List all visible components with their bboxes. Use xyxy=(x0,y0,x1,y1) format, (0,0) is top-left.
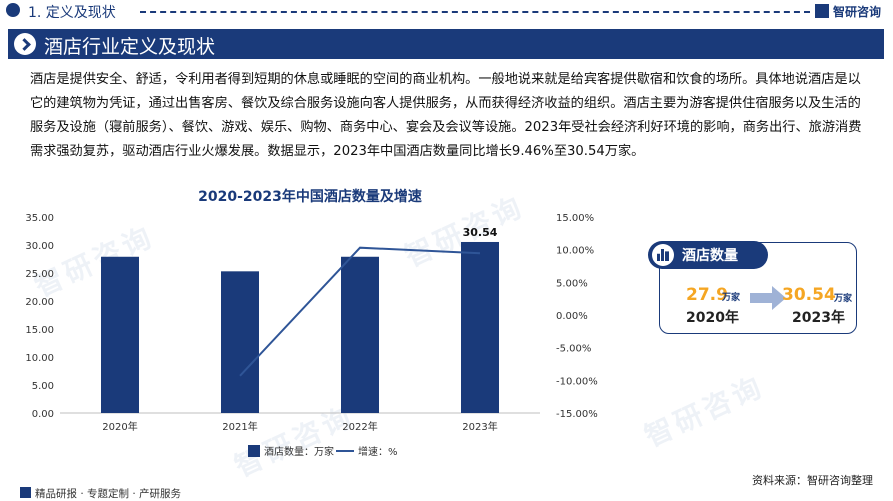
source-note: 资料来源：智研咨询整理 xyxy=(752,474,873,487)
y-right-tick-label: -10.00% xyxy=(556,376,598,387)
old-value: 27.9 xyxy=(686,285,728,305)
x-tick-label: 2021年 xyxy=(222,420,257,433)
section-bullet-icon xyxy=(6,3,20,17)
y-left-tick-label: 5.00 xyxy=(32,381,54,392)
new-value: 30.54 xyxy=(782,285,836,305)
y-left-tick-label: 15.00 xyxy=(25,325,54,336)
new-year: 2023年 xyxy=(792,310,845,326)
y-left-tick-label: 10.00 xyxy=(25,353,54,364)
y-left-tick-label: 0.00 xyxy=(32,409,54,420)
old-year: 2020年 xyxy=(686,310,739,326)
y-left-tick-label: 20.00 xyxy=(25,297,54,308)
page-title: 酒店行业定义及现状 xyxy=(44,36,216,58)
bar xyxy=(461,241,499,413)
arrow-right-icon xyxy=(750,286,786,310)
brand-logo: 智研咨询 xyxy=(814,3,881,20)
footer-logo-icon xyxy=(20,487,31,498)
card-title: 酒店数量 xyxy=(682,248,738,264)
hotel-count-chart: 0.00 5.00 10.00 15.00 20.00 25.00 30.00 35.00 -1… xyxy=(25,213,598,458)
x-tick-label: 2022年 xyxy=(342,420,377,433)
new-unit: 万家 xyxy=(834,294,853,304)
legend-bar-swatch xyxy=(248,445,260,457)
header-divider xyxy=(140,11,810,13)
old-unit: 万家 xyxy=(722,293,741,303)
title-banner: 酒店行业定义及现状 xyxy=(8,29,884,59)
footer-tagline-text: 精品研报 · 专题定制 · 产研服务 xyxy=(35,488,182,500)
brand-name: 智研咨询 xyxy=(832,5,881,19)
watermark: 智研咨询 xyxy=(639,369,770,454)
card-header: 酒店数量 xyxy=(648,241,768,269)
y-right-tick-label: 15.00% xyxy=(556,213,594,224)
bar xyxy=(221,271,259,413)
section-title: 1. 定义及现状 xyxy=(28,5,116,21)
y-right-tick-label: 0.00% xyxy=(556,311,588,322)
legend-line-label: 增速：% xyxy=(358,445,398,458)
bar xyxy=(341,256,379,413)
y-right-tick-label: 10.00% xyxy=(556,246,594,257)
y-left-tick-label: 35.00 xyxy=(25,213,54,224)
y-right-tick-label: 5.00% xyxy=(556,278,588,289)
y-left-tick-label: 30.00 xyxy=(25,241,54,252)
y-left-tick-label: 25.00 xyxy=(25,269,54,280)
bar-chart-icon xyxy=(652,244,674,266)
top-bar: 1. 定义及现状 智研咨询 xyxy=(0,0,893,24)
bar-data-label: 30.54 xyxy=(463,226,498,239)
brand-logo-icon xyxy=(814,4,829,18)
x-tick-label: 2020年 xyxy=(102,420,137,433)
check-circle-icon xyxy=(14,33,36,55)
legend-bar-label: 酒店数量：万家 xyxy=(264,445,334,458)
footer-tagline: 精品研报 · 专题定制 · 产研服务 xyxy=(20,486,181,501)
hotel-count-card: 酒店数量 27.9 万家 2020年 30.54 万家 2023年 xyxy=(648,241,857,334)
growth-series-line xyxy=(239,246,481,377)
chart-title: 2020-2023年中国酒店数量及增速 xyxy=(198,189,422,205)
y-right-tick-label: -15.00% xyxy=(556,409,598,420)
y-right-tick-label: -5.00% xyxy=(556,344,591,355)
x-tick-label: 2023年 xyxy=(462,420,497,433)
bar xyxy=(101,256,139,413)
body-paragraph: 酒店是提供安全、舒适，令利用者得到短期的休息或睡眠的空间的商业机构。一般地说来就… xyxy=(30,72,862,159)
